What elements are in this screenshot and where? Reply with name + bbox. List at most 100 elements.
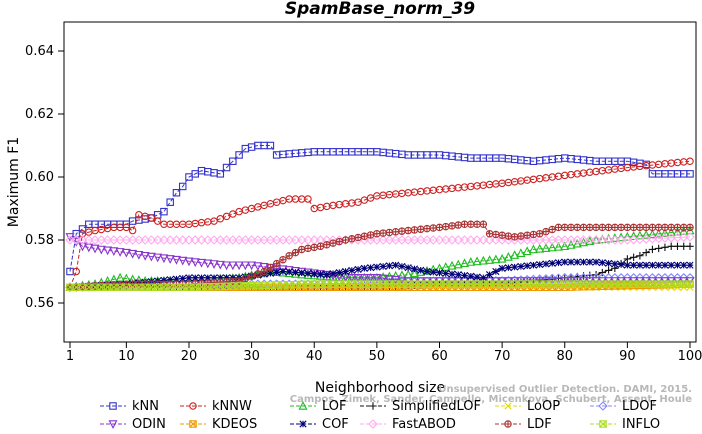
point-fastabod bbox=[259, 235, 269, 245]
legend-marker bbox=[189, 420, 197, 428]
point-ldf bbox=[247, 272, 256, 280]
point-ldf bbox=[504, 232, 513, 240]
y-tick-label: 0.56 bbox=[25, 296, 54, 311]
point-lof bbox=[647, 229, 657, 239]
point-cof bbox=[667, 261, 675, 269]
point-cof bbox=[542, 260, 550, 268]
point-cof bbox=[429, 268, 437, 276]
point-ldof bbox=[585, 273, 595, 283]
point-odin bbox=[146, 252, 156, 262]
x-axis: 1 10 20 30 40 50 60 70 80 90 100 bbox=[66, 342, 702, 364]
point-fastabod bbox=[296, 235, 307, 245]
point-cof bbox=[579, 258, 588, 266]
point-ldf bbox=[473, 220, 481, 228]
point-fastabod bbox=[372, 235, 382, 245]
point-fastabod bbox=[115, 235, 125, 245]
point-ldf bbox=[279, 256, 287, 264]
point-odin bbox=[184, 257, 194, 267]
point-fastabod bbox=[384, 235, 395, 245]
point-odin bbox=[222, 261, 232, 271]
point-cof bbox=[435, 269, 444, 277]
point-fastabod bbox=[152, 235, 163, 245]
point-cof bbox=[160, 276, 168, 284]
point-odin bbox=[247, 261, 257, 271]
point-lof bbox=[391, 270, 401, 280]
point-ldf bbox=[323, 241, 331, 249]
point-cof bbox=[348, 266, 356, 275]
point-fastabod bbox=[228, 235, 238, 245]
point-lof bbox=[510, 250, 520, 259]
point-fastabod bbox=[96, 235, 107, 245]
legend-marker bbox=[368, 419, 378, 429]
point-fastabod bbox=[159, 235, 169, 245]
point-odin bbox=[140, 252, 150, 261]
point-ldof bbox=[672, 273, 683, 283]
point-ldf bbox=[554, 223, 563, 232]
point-odin bbox=[121, 248, 131, 258]
legend: kNN kNNW LOF SimplifiedLOF LoOP LDOF ODIN KDEOS… bbox=[100, 399, 660, 432]
point-simplifiedlof bbox=[598, 268, 607, 277]
point-ldf bbox=[648, 223, 657, 232]
point-fastabod bbox=[610, 235, 620, 245]
point-ldof bbox=[610, 273, 620, 283]
point-ldof bbox=[622, 273, 633, 283]
point-ldf bbox=[673, 223, 682, 232]
point-ldf bbox=[341, 236, 350, 244]
point-odin bbox=[209, 260, 219, 269]
point-odin bbox=[109, 247, 119, 257]
point-knnw bbox=[153, 217, 162, 225]
legend-label: ODIN bbox=[132, 417, 166, 432]
point-fastabod bbox=[278, 235, 288, 245]
point-cof bbox=[279, 267, 287, 276]
point-cof bbox=[291, 268, 300, 276]
point-fastabod bbox=[528, 235, 539, 245]
point-cof bbox=[385, 262, 393, 270]
x-tick-label: 70 bbox=[494, 349, 511, 364]
point-fastabod bbox=[585, 235, 595, 245]
legend-label: LDF bbox=[527, 417, 552, 432]
y-tick-label: 0.64 bbox=[25, 44, 54, 59]
point-cof bbox=[548, 259, 556, 267]
legend-marker bbox=[298, 400, 308, 410]
series-knn bbox=[66, 141, 694, 276]
x-tick-label: 80 bbox=[556, 349, 573, 364]
point-ldf bbox=[535, 230, 544, 238]
point-fastabod bbox=[491, 235, 501, 245]
point-knnw bbox=[304, 195, 312, 203]
point-cof bbox=[354, 265, 362, 273]
point-fastabod bbox=[459, 235, 470, 245]
point-odin bbox=[253, 262, 263, 271]
point-fastabod bbox=[102, 235, 113, 245]
point-knnw bbox=[128, 226, 137, 235]
point-cof bbox=[423, 267, 431, 276]
point-cof bbox=[304, 269, 312, 277]
point-ldf bbox=[492, 230, 500, 239]
x-tick-label: 10 bbox=[118, 349, 135, 364]
point-cof bbox=[379, 262, 387, 271]
point-ldf bbox=[435, 223, 444, 232]
point-fastabod bbox=[378, 235, 388, 245]
point-fastabod bbox=[484, 235, 495, 245]
legend-marker bbox=[369, 402, 377, 410]
point-fastabod bbox=[403, 235, 413, 245]
point-odin bbox=[134, 250, 144, 260]
point-odin bbox=[303, 268, 313, 278]
point-simplifiedlof bbox=[673, 242, 682, 250]
point-ldf bbox=[266, 263, 275, 272]
point-fastabod bbox=[246, 235, 257, 245]
legend-item-kdeos: KDEOS bbox=[180, 417, 257, 432]
point-knn bbox=[178, 182, 187, 191]
point-ldf bbox=[366, 231, 375, 239]
point-simplifiedlof bbox=[686, 242, 694, 250]
point-simplifiedlof bbox=[592, 270, 600, 279]
point-odin bbox=[153, 253, 163, 263]
point-simplifiedlof bbox=[667, 242, 675, 250]
point-fastabod bbox=[265, 235, 276, 245]
legend-label: LoOP bbox=[527, 399, 560, 414]
point-odin bbox=[215, 260, 225, 270]
point-ldf bbox=[604, 223, 613, 232]
point-fastabod bbox=[422, 235, 432, 245]
point-odin bbox=[359, 274, 369, 283]
point-cof bbox=[655, 261, 663, 269]
point-cof bbox=[454, 271, 462, 279]
